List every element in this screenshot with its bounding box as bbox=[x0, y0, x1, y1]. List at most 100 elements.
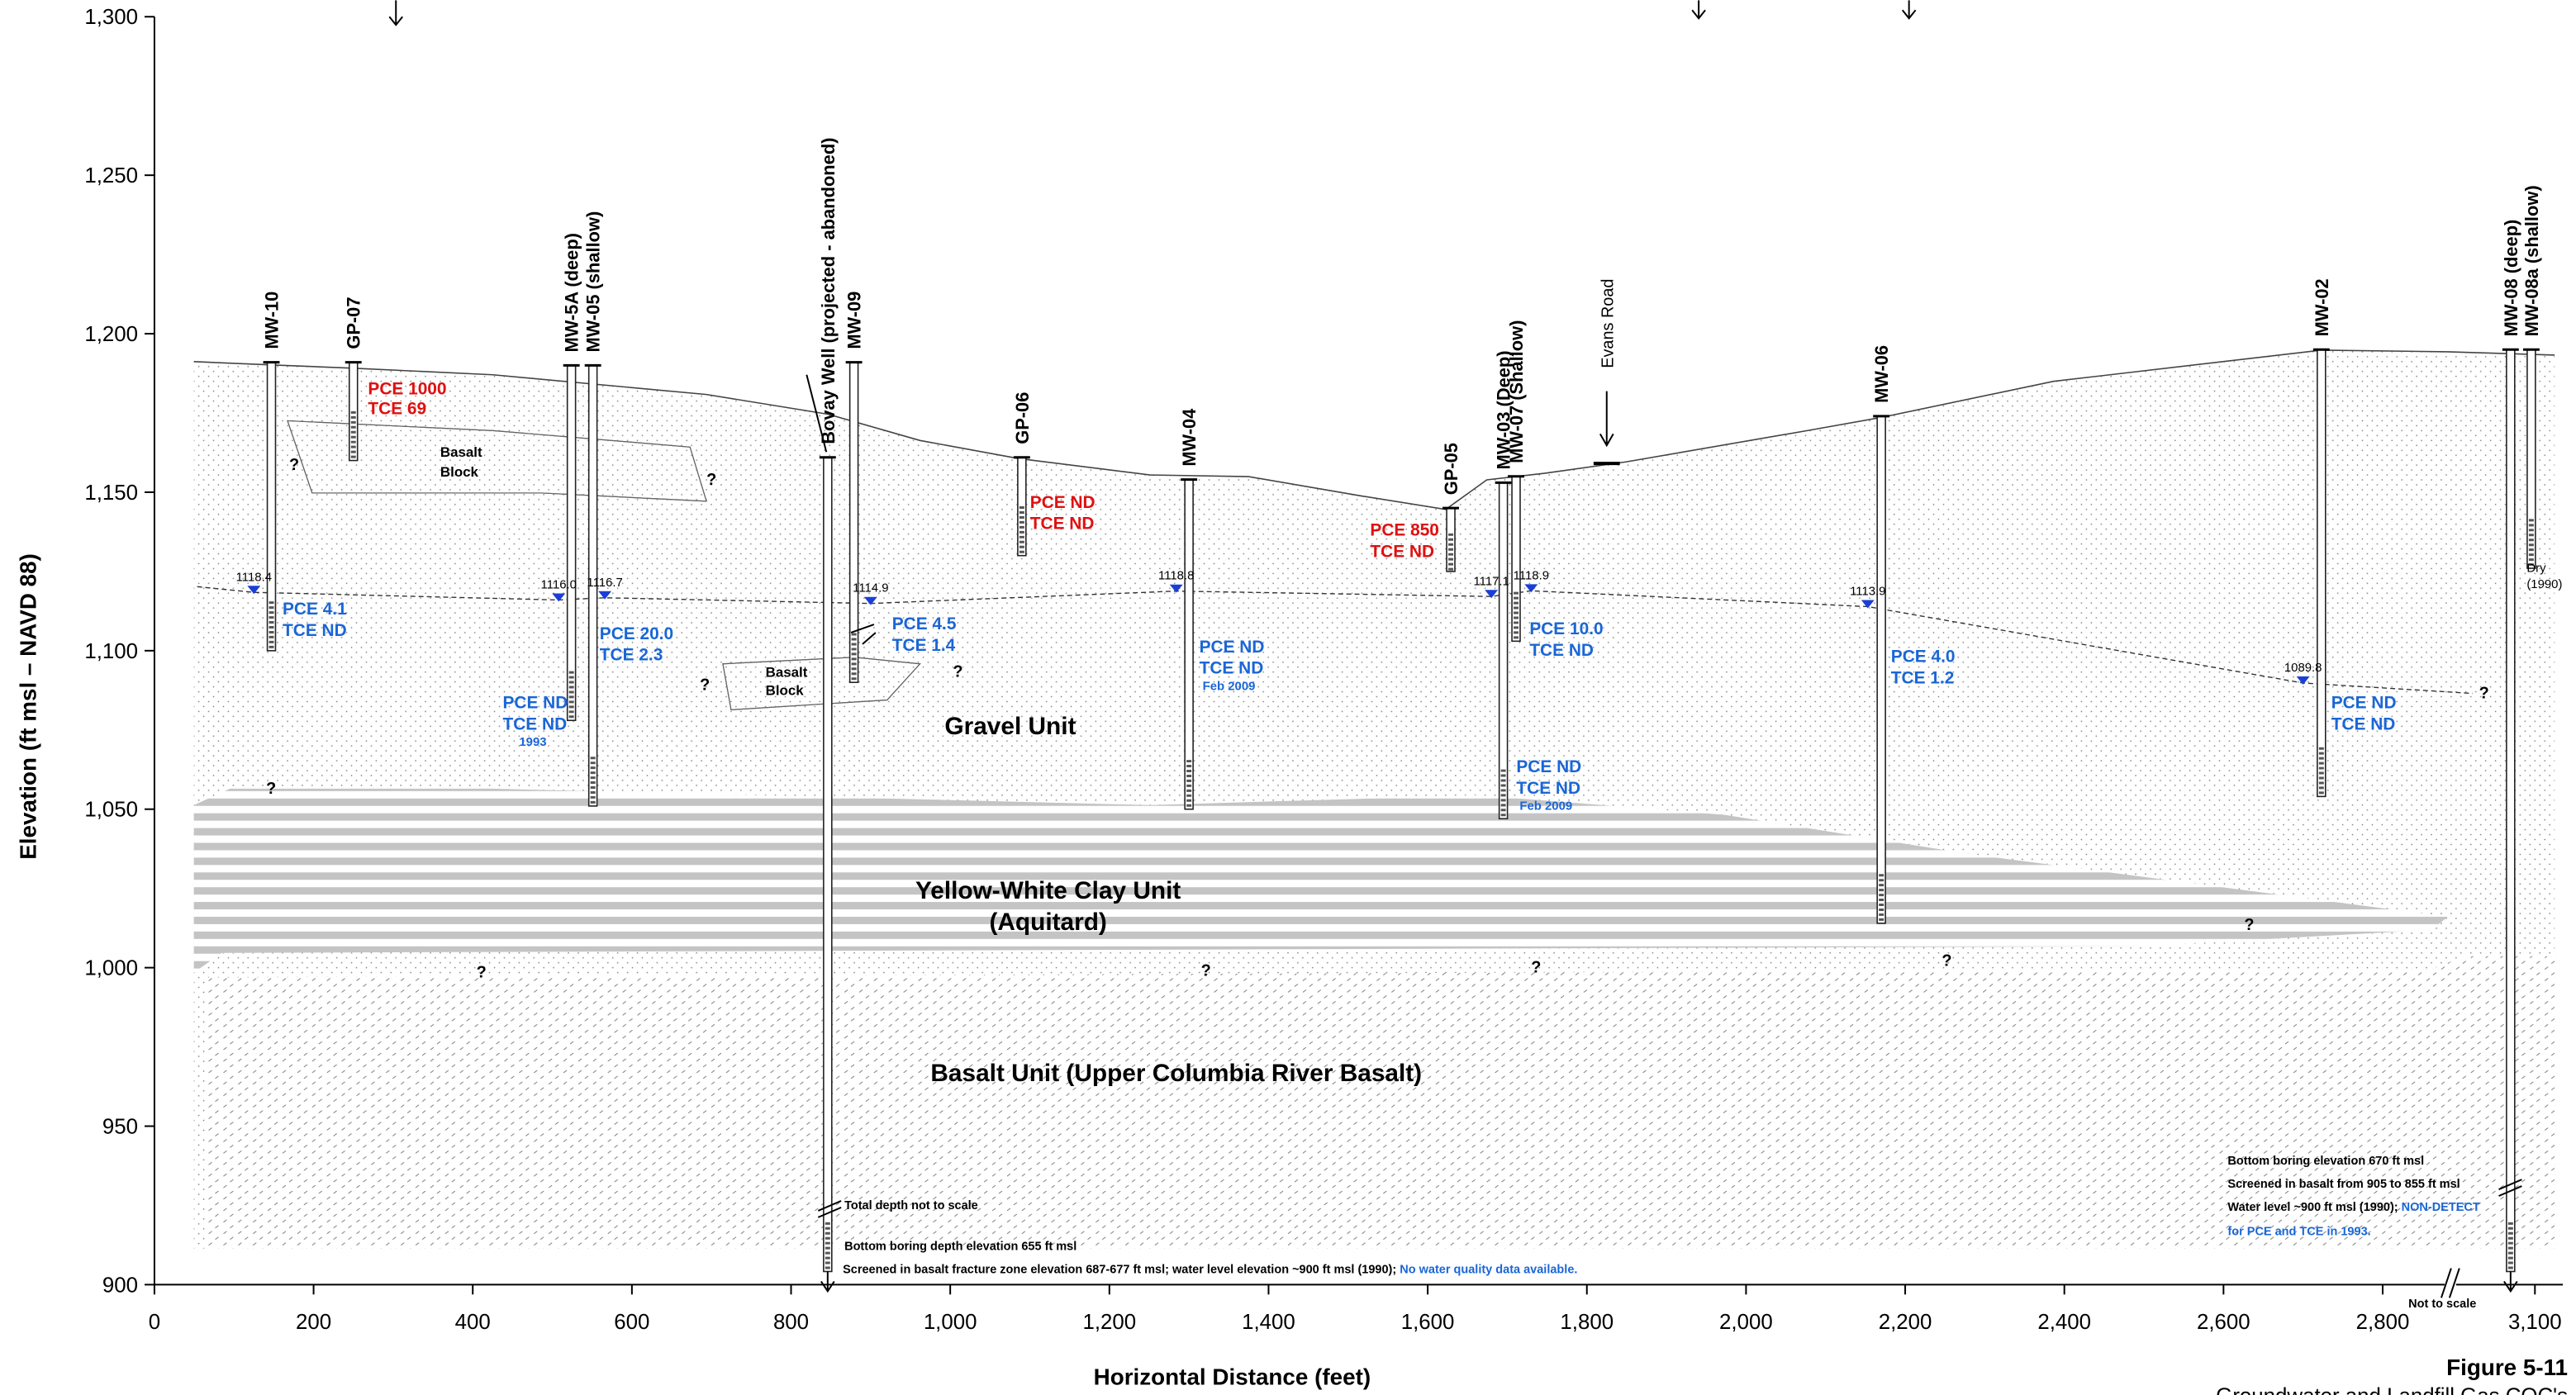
well-label: MW-08a (shallow) bbox=[2521, 185, 2542, 336]
annotation: TCE 69 bbox=[368, 399, 426, 418]
annotation: PCE 10.0 bbox=[1529, 619, 1603, 638]
annotation: PCE 1000 bbox=[368, 380, 446, 399]
uncertain-mark: ? bbox=[1201, 962, 1211, 980]
annotation: TCE ND bbox=[1200, 659, 1264, 678]
uncertain-mark: ? bbox=[953, 663, 962, 681]
y-tick-label: 1,300 bbox=[84, 6, 138, 29]
x-tick-label: 1,600 bbox=[1401, 1311, 1455, 1334]
x-tick-label: 2,600 bbox=[2197, 1311, 2250, 1334]
annotation: Feb 2009 bbox=[1203, 681, 1256, 694]
water-level-label: 1113.9 bbox=[1850, 586, 1885, 599]
page: {"chart_data":{"type":"cross-section", "… bbox=[0, 0, 2576, 1395]
well-label: GP-06 bbox=[1012, 392, 1033, 444]
x-tick-label: 2,800 bbox=[2356, 1311, 2410, 1334]
x-tick-label: 2,400 bbox=[2037, 1311, 2091, 1334]
well-label: MW-04 bbox=[1179, 408, 1200, 467]
water-level-label: 1117.1 bbox=[1473, 575, 1509, 588]
uncertain-mark: ? bbox=[700, 676, 710, 695]
annotation: PCE 4.1 bbox=[283, 600, 347, 619]
well-casing bbox=[1499, 482, 1508, 818]
well-arrow bbox=[2504, 1271, 2517, 1291]
well-label: GP-07 bbox=[344, 297, 364, 349]
road-label: Evans Road bbox=[1599, 279, 1618, 368]
annotation: 1993 bbox=[519, 736, 546, 749]
well-label: MW-07 (Shallow) bbox=[1506, 320, 1527, 463]
x-tick-label: 1,800 bbox=[1560, 1311, 1614, 1334]
note: No water quality data available. bbox=[1400, 1263, 1577, 1276]
annotation: Dry bbox=[2526, 562, 2546, 575]
annotation: TCE ND bbox=[1529, 641, 1594, 660]
note: Not to scale bbox=[2408, 1298, 2476, 1311]
note: Total depth not to scale bbox=[844, 1199, 978, 1212]
note: for PCE and TCE in 1993. bbox=[2227, 1226, 2370, 1239]
annotation: TCE 2.3 bbox=[600, 646, 663, 665]
basalt-unit-pattern bbox=[206, 956, 2555, 1249]
y-tick-label: 1,000 bbox=[84, 957, 138, 980]
note: NON-DETECT bbox=[2402, 1201, 2480, 1214]
annotation: TCE 1.2 bbox=[1891, 669, 1955, 688]
well-label: GP-05 bbox=[1441, 443, 1461, 495]
well-casing bbox=[2507, 349, 2515, 1271]
annotation: PCE ND bbox=[2331, 693, 2397, 712]
well-label: MW-10 bbox=[261, 292, 282, 349]
annotation: PCE ND bbox=[1516, 757, 1581, 776]
uncertain-mark: ? bbox=[1942, 952, 1951, 970]
x-tick-label: 600 bbox=[614, 1311, 649, 1334]
well-arrow bbox=[821, 1271, 834, 1291]
note: Bottom boring depth elevation 655 ft msl bbox=[844, 1241, 1077, 1254]
water-level-label: 1118.4 bbox=[236, 571, 272, 584]
x-tick-label: 1,400 bbox=[1242, 1311, 1295, 1334]
y-tick-label: 1,150 bbox=[84, 482, 138, 505]
water-level-label: 1116.0 bbox=[541, 579, 577, 592]
annotation: TCE ND bbox=[502, 714, 567, 733]
annotation: PCE ND bbox=[502, 693, 568, 712]
annotation: (1990) bbox=[2526, 578, 2562, 591]
uncertain-mark: ? bbox=[266, 780, 276, 798]
figure-number: Figure 5-11 bbox=[2446, 1355, 2568, 1380]
uncertain-mark: ? bbox=[1531, 959, 1541, 977]
annotation: PCE 4.0 bbox=[1891, 648, 1956, 667]
annotation: TCE ND bbox=[1370, 542, 1434, 561]
well-casing bbox=[1877, 416, 1885, 923]
well-casing bbox=[824, 458, 832, 1272]
note: Screened in basalt from 905 to 855 ft ms… bbox=[2227, 1178, 2460, 1191]
note: Water level ~900 ft msl (1990); bbox=[2227, 1201, 2401, 1214]
y-tick-label: 1,200 bbox=[84, 323, 138, 346]
well-label: MW-05 (shallow) bbox=[583, 211, 604, 353]
unit-label: Basalt bbox=[766, 665, 808, 681]
water-level-label: 1118.8 bbox=[1158, 570, 1194, 583]
uncertain-mark: ? bbox=[477, 964, 487, 982]
well-label: MW-06 bbox=[1871, 345, 1892, 403]
note: Water level ~900 ft msl (1990); NON-DETE… bbox=[2227, 1201, 2479, 1214]
x-tick-label: 1,000 bbox=[924, 1311, 977, 1334]
annotation: PCE 850 bbox=[1370, 521, 1439, 540]
y-tick-label: 1,050 bbox=[84, 799, 138, 822]
unit-label: Gravel Unit bbox=[944, 713, 1076, 740]
well-casing bbox=[2317, 349, 2326, 796]
y-tick-label: 950 bbox=[102, 1115, 138, 1138]
well-label: MW-02 bbox=[2312, 278, 2332, 336]
annotation: PCE ND bbox=[1030, 493, 1096, 512]
uncertain-mark: ? bbox=[706, 471, 716, 489]
x-tick-label: 3,100 bbox=[2508, 1311, 2562, 1334]
y-tick-label: 1,250 bbox=[84, 164, 138, 187]
annotation: TCE ND bbox=[2331, 714, 2396, 733]
annotation: TCE ND bbox=[1030, 515, 1095, 534]
figure-title: Groundwater and Landfill Gas COC's bbox=[2216, 1385, 2568, 1395]
unit-label: Block bbox=[440, 464, 479, 480]
x-tick-label: 400 bbox=[455, 1311, 491, 1334]
unit-label: Basalt bbox=[440, 444, 482, 460]
well-label: MW-08 (deep) bbox=[2501, 220, 2521, 337]
x-tick-label: 1,200 bbox=[1082, 1311, 1136, 1334]
x-tick-label: 2,000 bbox=[1719, 1311, 1773, 1334]
annotation: PCE 20.0 bbox=[600, 624, 673, 643]
annotation: TCE 1.4 bbox=[892, 636, 956, 655]
x-tick-label: 2,200 bbox=[1879, 1311, 1932, 1334]
unit-label: Basalt Unit (Upper Columbia River Basalt… bbox=[930, 1060, 1422, 1087]
unit-label: Block bbox=[766, 683, 805, 699]
x-tick-label: 200 bbox=[296, 1311, 331, 1334]
x-tick-label: 0 bbox=[149, 1311, 160, 1334]
annotation: TCE ND bbox=[1516, 779, 1580, 798]
well-casing bbox=[568, 365, 576, 720]
x-tick-label: 800 bbox=[773, 1311, 809, 1334]
